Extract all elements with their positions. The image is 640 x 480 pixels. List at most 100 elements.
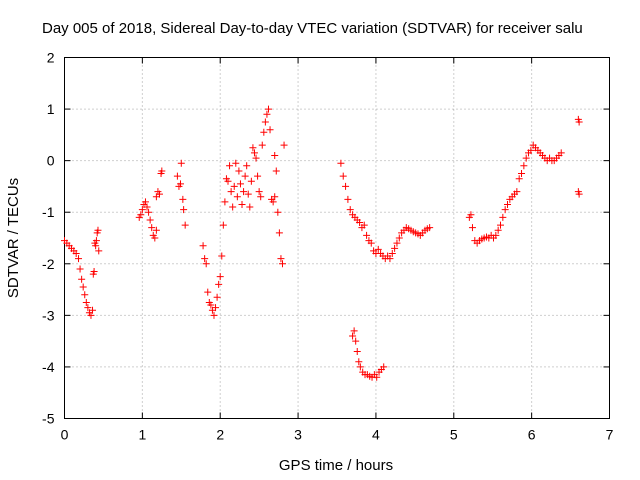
data-point [199,242,207,250]
data-point [275,229,283,237]
data-point [467,211,475,219]
data-point [230,182,238,190]
data-point [92,242,100,250]
data-point [255,188,263,196]
data-point [244,190,252,198]
y-tick-label: -5 [42,411,55,427]
data-point [264,105,272,113]
data-point [258,141,266,149]
data-point [235,167,243,175]
data-point [501,206,509,214]
data-point [212,304,220,312]
data-point [391,244,399,252]
data-point [527,146,535,154]
data-point [269,198,277,206]
data-point [249,144,257,152]
data-point [367,239,375,247]
data-point [356,363,364,371]
data-point [352,337,360,345]
x-tick-label: 4 [372,427,380,443]
data-point [82,298,90,306]
data-point [271,193,279,201]
data-point [247,177,255,185]
data-point [263,110,271,118]
data-points [61,105,583,381]
data-point [216,273,224,281]
x-tick-label: 3 [294,427,302,443]
data-point [151,234,159,242]
y-tick-label: -1 [42,204,55,220]
data-point [363,231,371,239]
data-point [155,190,163,198]
data-point [257,193,265,201]
x-axis-label: GPS time / hours [279,457,393,474]
data-point [243,162,251,170]
data-point [395,234,403,242]
data-point [78,275,86,283]
data-point [266,126,274,134]
data-point [520,162,528,170]
data-point [513,188,521,196]
data-point [522,154,530,162]
y-tick-label: -2 [42,256,55,272]
data-point [233,193,241,201]
data-point [374,245,382,253]
plot-frame [64,57,610,419]
data-point [388,249,396,257]
data-point [148,224,156,232]
data-point [92,237,100,245]
data-point [204,288,212,296]
data-point [373,373,381,381]
x-tick-label: 0 [61,427,69,443]
y-axis-label: SDTVAR / TECUs [5,178,22,298]
data-point [213,293,221,301]
data-point [349,332,357,340]
data-point [250,149,258,157]
data-point [87,311,95,319]
data-point [207,301,215,309]
data-point [215,280,223,288]
data-point [76,265,84,273]
data-point [557,149,565,157]
data-point [145,208,153,216]
data-point [224,177,232,185]
data-point [280,141,288,149]
data-point [79,283,87,291]
data-point [518,170,526,178]
data-point [137,211,145,219]
data-point [497,221,504,229]
y-tick-label: 0 [47,153,55,169]
data-point [146,216,154,224]
data-point [201,255,209,263]
x-tick-label: 2 [216,427,224,443]
data-point [84,304,92,312]
chart-title: Day 005 of 2018, Sidereal Day-to-day VTE… [42,20,583,37]
data-point [339,172,347,180]
data-point [141,198,149,206]
data-point [240,188,248,196]
data-point [355,358,363,366]
data-point [246,203,254,211]
y-tick-label: -3 [42,307,55,323]
y-tick-label: 2 [47,50,55,66]
data-point [90,268,98,276]
data-point [232,159,240,167]
data-point [575,190,583,198]
data-point [337,159,345,167]
data-point [158,167,166,175]
data-point [81,291,89,299]
data-point [241,172,249,180]
data-point [94,226,102,234]
data-point [342,182,350,190]
data-point [515,175,523,183]
data-point [261,118,269,126]
x-tick-label: 1 [138,427,146,443]
data-point [72,249,80,257]
data-point [279,260,286,268]
data-point [274,208,282,216]
data-point [353,347,361,355]
axis-ticks: 0 1 2 3 4 5 6 7 -5 -4 -3 -2 -1 0 1 2 [42,50,614,443]
data-point [356,219,364,227]
data-point [393,239,401,247]
